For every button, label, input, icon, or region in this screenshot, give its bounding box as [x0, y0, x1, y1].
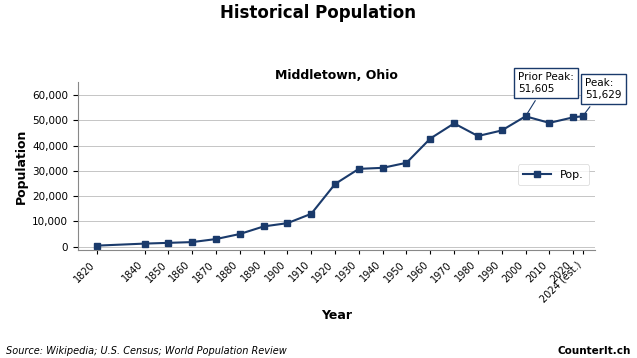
Pop.	[427, 136, 434, 141]
Pop.	[522, 114, 529, 118]
X-axis label: Year: Year	[321, 309, 352, 321]
Pop.	[236, 232, 243, 236]
Pop.	[164, 241, 172, 245]
Text: CounterIt.ch: CounterIt.ch	[557, 346, 631, 356]
Pop.	[212, 237, 220, 241]
Line: Pop.: Pop.	[94, 113, 586, 249]
Pop.	[93, 243, 101, 248]
Pop.	[498, 128, 506, 132]
Pop.	[569, 115, 577, 120]
Pop.	[308, 212, 315, 216]
Pop.	[545, 121, 553, 125]
Text: Source: Wikipedia; U.S. Census; World Population Review: Source: Wikipedia; U.S. Census; World Po…	[6, 346, 287, 356]
Title: Middletown, Ohio: Middletown, Ohio	[275, 69, 397, 82]
Pop.	[379, 166, 387, 170]
Text: Historical Population: Historical Population	[220, 4, 417, 21]
Pop.	[403, 161, 410, 165]
Pop.	[260, 224, 268, 228]
Pop.	[355, 167, 362, 171]
Pop.	[579, 114, 587, 118]
Pop.	[189, 240, 196, 244]
Pop.	[141, 241, 148, 246]
Y-axis label: Population: Population	[15, 129, 28, 204]
Legend: Pop.: Pop.	[517, 164, 589, 185]
Text: Peak:
51,629: Peak: 51,629	[584, 78, 622, 114]
Pop.	[283, 221, 291, 225]
Pop.	[450, 121, 458, 126]
Pop.	[331, 182, 339, 186]
Text: Prior Peak:
51,605: Prior Peak: 51,605	[519, 72, 575, 114]
Pop.	[474, 134, 482, 138]
